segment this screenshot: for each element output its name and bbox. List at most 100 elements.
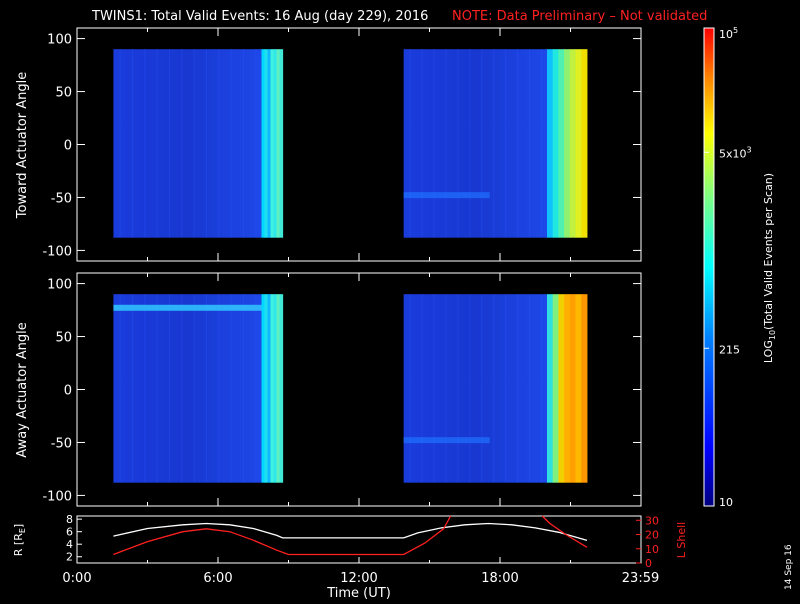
toward-block-1-streak (517, 49, 519, 238)
toward-ylabel: Toward Actuator Angle (15, 72, 30, 219)
orbit-panel-frame (76, 515, 642, 564)
away-block-0-streak (168, 294, 170, 483)
orbit-line-layer (113, 515, 588, 556)
toward-block-0-band (264, 49, 269, 238)
toward-block-0-streak (205, 49, 207, 238)
away-block-0-streak (131, 294, 133, 483)
toward-heatmap-layer (113, 49, 588, 238)
away-block-0-band (273, 294, 278, 483)
away-block-1-streak (445, 294, 447, 483)
away-block-1-streak (493, 294, 495, 483)
away-block-1-streak (481, 294, 483, 483)
toward-block-1-streak (445, 49, 447, 238)
away-block-1-streak (457, 294, 459, 483)
toward-block-0-band (279, 49, 284, 238)
toward-block-1-band (569, 49, 577, 238)
toward-block-1 (403, 49, 588, 238)
time-xtick-label: 0:00 (62, 571, 91, 586)
toward-block-0-streak (255, 49, 257, 238)
away-block-0-band (264, 294, 269, 483)
toward-block-0-streak (119, 49, 121, 238)
away-ytick-label: 50 (55, 331, 72, 346)
away-ytick-label: -50 (51, 436, 72, 451)
away-block-1-streak (409, 294, 411, 483)
toward-block-0-streak (242, 49, 244, 238)
toward-block-0-band (270, 49, 275, 238)
away-block-0-streak (242, 294, 244, 483)
toward-block-1-streak (469, 49, 471, 238)
toward-block-0-streak (156, 49, 158, 238)
colorbar (703, 27, 715, 507)
toward-block-1-band (575, 49, 582, 238)
away-block-1-streak (421, 294, 423, 483)
date-stamp: 14 Sep 16 (784, 544, 794, 590)
colorbar-label-sub: 10 (768, 330, 777, 340)
toward-block-0-band (267, 49, 272, 238)
away-upper-band (113, 304, 262, 311)
toward-ytick-label: -50 (51, 191, 72, 206)
away-block-1-streak (469, 294, 471, 483)
away-heatmap-layer (113, 294, 588, 483)
away-block-1-streak (517, 294, 519, 483)
away-block-0-streak (119, 294, 121, 483)
toward-block-0-band (261, 49, 265, 238)
toward-block-0-streak (181, 49, 183, 238)
colorbar-tick-label: 10 (719, 496, 733, 509)
away-block-0-band (276, 294, 281, 483)
orbit-ylabel: R [RE] (12, 524, 27, 556)
colorbar-ticks: 105 5x103 215 10 (704, 26, 752, 509)
orbit-y2tick-label: 30 (645, 514, 659, 527)
time-xtick-label: 18:00 (481, 571, 518, 586)
colorbar-label: LOG10(Total Valid Events per Scan) (762, 173, 777, 363)
away-block-1-band (581, 294, 588, 483)
toward-block-1-streak (493, 49, 495, 238)
away-block-0-band (267, 294, 272, 483)
toward-block-0-streak (144, 49, 146, 238)
toward-block-0-band (276, 49, 281, 238)
toward-block-0-band (273, 49, 278, 238)
orbit-ytick-label: 8 (66, 513, 73, 526)
away-block-1-band (552, 294, 559, 483)
orbit-ytick-label: 6 (66, 526, 73, 539)
toward-block-0-streak (230, 49, 232, 238)
toward-block-1-streak (433, 49, 435, 238)
away-block-0-streak (255, 294, 257, 483)
orbit-y2tick-label: 0 (645, 557, 652, 570)
time-xtick-label: 23:59 (622, 571, 659, 586)
toward-ytick-label: -100 (42, 244, 72, 259)
orbit-ytick-label: 2 (66, 551, 73, 564)
away-ylabel: Away Actuator Angle (15, 322, 30, 457)
toward-block-1-band (558, 49, 565, 238)
away-block-1-background (403, 294, 547, 483)
toward-ytick-label: 0 (64, 139, 72, 154)
away-block-0 (113, 294, 284, 483)
away-block-0-background (113, 294, 262, 483)
away-block-0-streak (144, 294, 146, 483)
away-block-0-streak (205, 294, 207, 483)
away-block-1-streak (505, 294, 507, 483)
away-block-0-band (270, 294, 275, 483)
figure-title: TWINS1: Total Valid Events: 16 Aug (day … (91, 9, 428, 24)
colorbar-tick-label: 215 (719, 343, 740, 356)
toward-block-0-background (113, 49, 262, 238)
away-lower-band (403, 437, 490, 444)
away-block-0-band (261, 294, 265, 483)
toward-block-1-streak (529, 49, 531, 238)
toward-block-1-band (547, 49, 554, 238)
axes-layer: 100500-50-100100500-50-100864230201000:0… (42, 28, 659, 586)
away-block-1 (403, 294, 588, 483)
away-block-1-band (569, 294, 577, 483)
orbit-ylabel-close: ] (12, 524, 25, 528)
away-block-1-streak (541, 294, 543, 483)
orbit-y2tick-label: 20 (645, 529, 659, 542)
away-ytick-label: 0 (64, 384, 72, 399)
time-xlabel: Time (UT) (326, 586, 391, 600)
orbit-series-0 (113, 522, 588, 542)
orbit-ylabel-right: L Shell (675, 522, 688, 558)
away-block-0-streak (218, 294, 220, 483)
away-block-0-streak (230, 294, 232, 483)
toward-block-1-streak (481, 49, 483, 238)
preliminary-note: NOTE: Data Preliminary – Not validated (452, 9, 707, 24)
time-xtick-label: 12:00 (340, 571, 377, 586)
